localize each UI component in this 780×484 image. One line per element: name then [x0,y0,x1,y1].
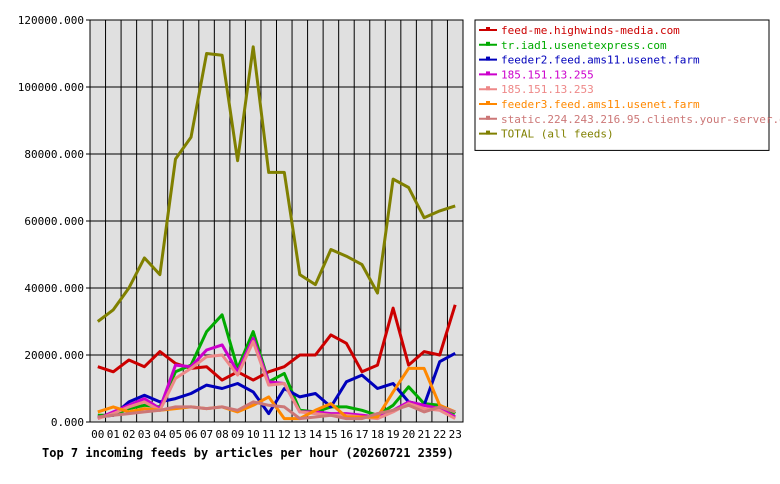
x-tick-label: 21 [418,428,431,441]
y-tick-label: 20000.000 [24,349,84,362]
x-tick-label: 06 [184,428,197,441]
y-tick-label: 60000.000 [24,215,84,228]
legend-label: static.224.243.216.95.clients.your-serve… [501,113,780,126]
x-tick-label: 20 [402,428,415,441]
x-tick-label: 12 [278,428,291,441]
x-tick-label: 17 [355,428,368,441]
x-tick-label: 15 [324,428,337,441]
x-tick-label: 23 [449,428,462,441]
legend-label: feeder2.feed.ams11.usenet.farm [501,54,700,67]
x-tick-label: 09 [231,428,244,441]
x-tick-label: 05 [169,428,182,441]
series-line-1 [97,304,457,382]
x-tick-label: 14 [309,428,323,441]
x-tick-label: 01 [107,428,120,441]
x-tick-label: 10 [247,428,260,441]
legend-swatch-marker [486,115,490,120]
x-tick-label: 18 [371,428,384,441]
x-tick-label: 04 [153,428,167,441]
legend-label: 185.151.13.253 [501,83,594,96]
x-tick-label: 19 [386,428,399,441]
legend-label: tr.iad1.usenetexpress.com [501,39,667,52]
legend-box [474,19,770,151]
x-tick-label: 03 [138,428,151,441]
x-tick-label: 11 [262,428,275,441]
y-tick-label: 100000.000 [18,81,84,94]
y-tick-label: 80000.000 [24,148,84,161]
x-tick-label: 08 [215,428,228,441]
y-tick-label: 40000.000 [24,282,84,295]
legend-swatch-marker [486,71,490,76]
chart-title: Top 7 incoming feeds by articles per hou… [42,446,454,460]
x-tick-label: 02 [122,428,135,441]
y-tick-label: 0.000 [51,416,84,429]
y-tick-label: 120000.000 [18,14,84,27]
x-tick-label: 07 [200,428,213,441]
legend-swatch-marker [486,27,490,31]
legend-swatch-marker [486,101,490,105]
legend-swatch-marker [486,86,490,91]
legend-label: feeder3.feed.ams11.usenet.farm [501,98,700,111]
legend-label: TOTAL (all feeds) [501,128,614,141]
legend-swatch-marker [486,56,490,61]
x-tick-label: 13 [293,428,306,441]
x-tick-label: 16 [340,428,353,441]
legend-swatch-marker [486,41,490,46]
series-line-8 [96,45,456,323]
x-tick-label: 22 [433,428,446,441]
series-line-7 [97,400,456,421]
x-tick-label: 00 [91,428,104,441]
legend-swatch-marker [486,130,490,135]
legend-label: feed-me.highwinds-media.com [501,24,680,37]
legend-label: 185.151.13.255 [501,68,594,81]
